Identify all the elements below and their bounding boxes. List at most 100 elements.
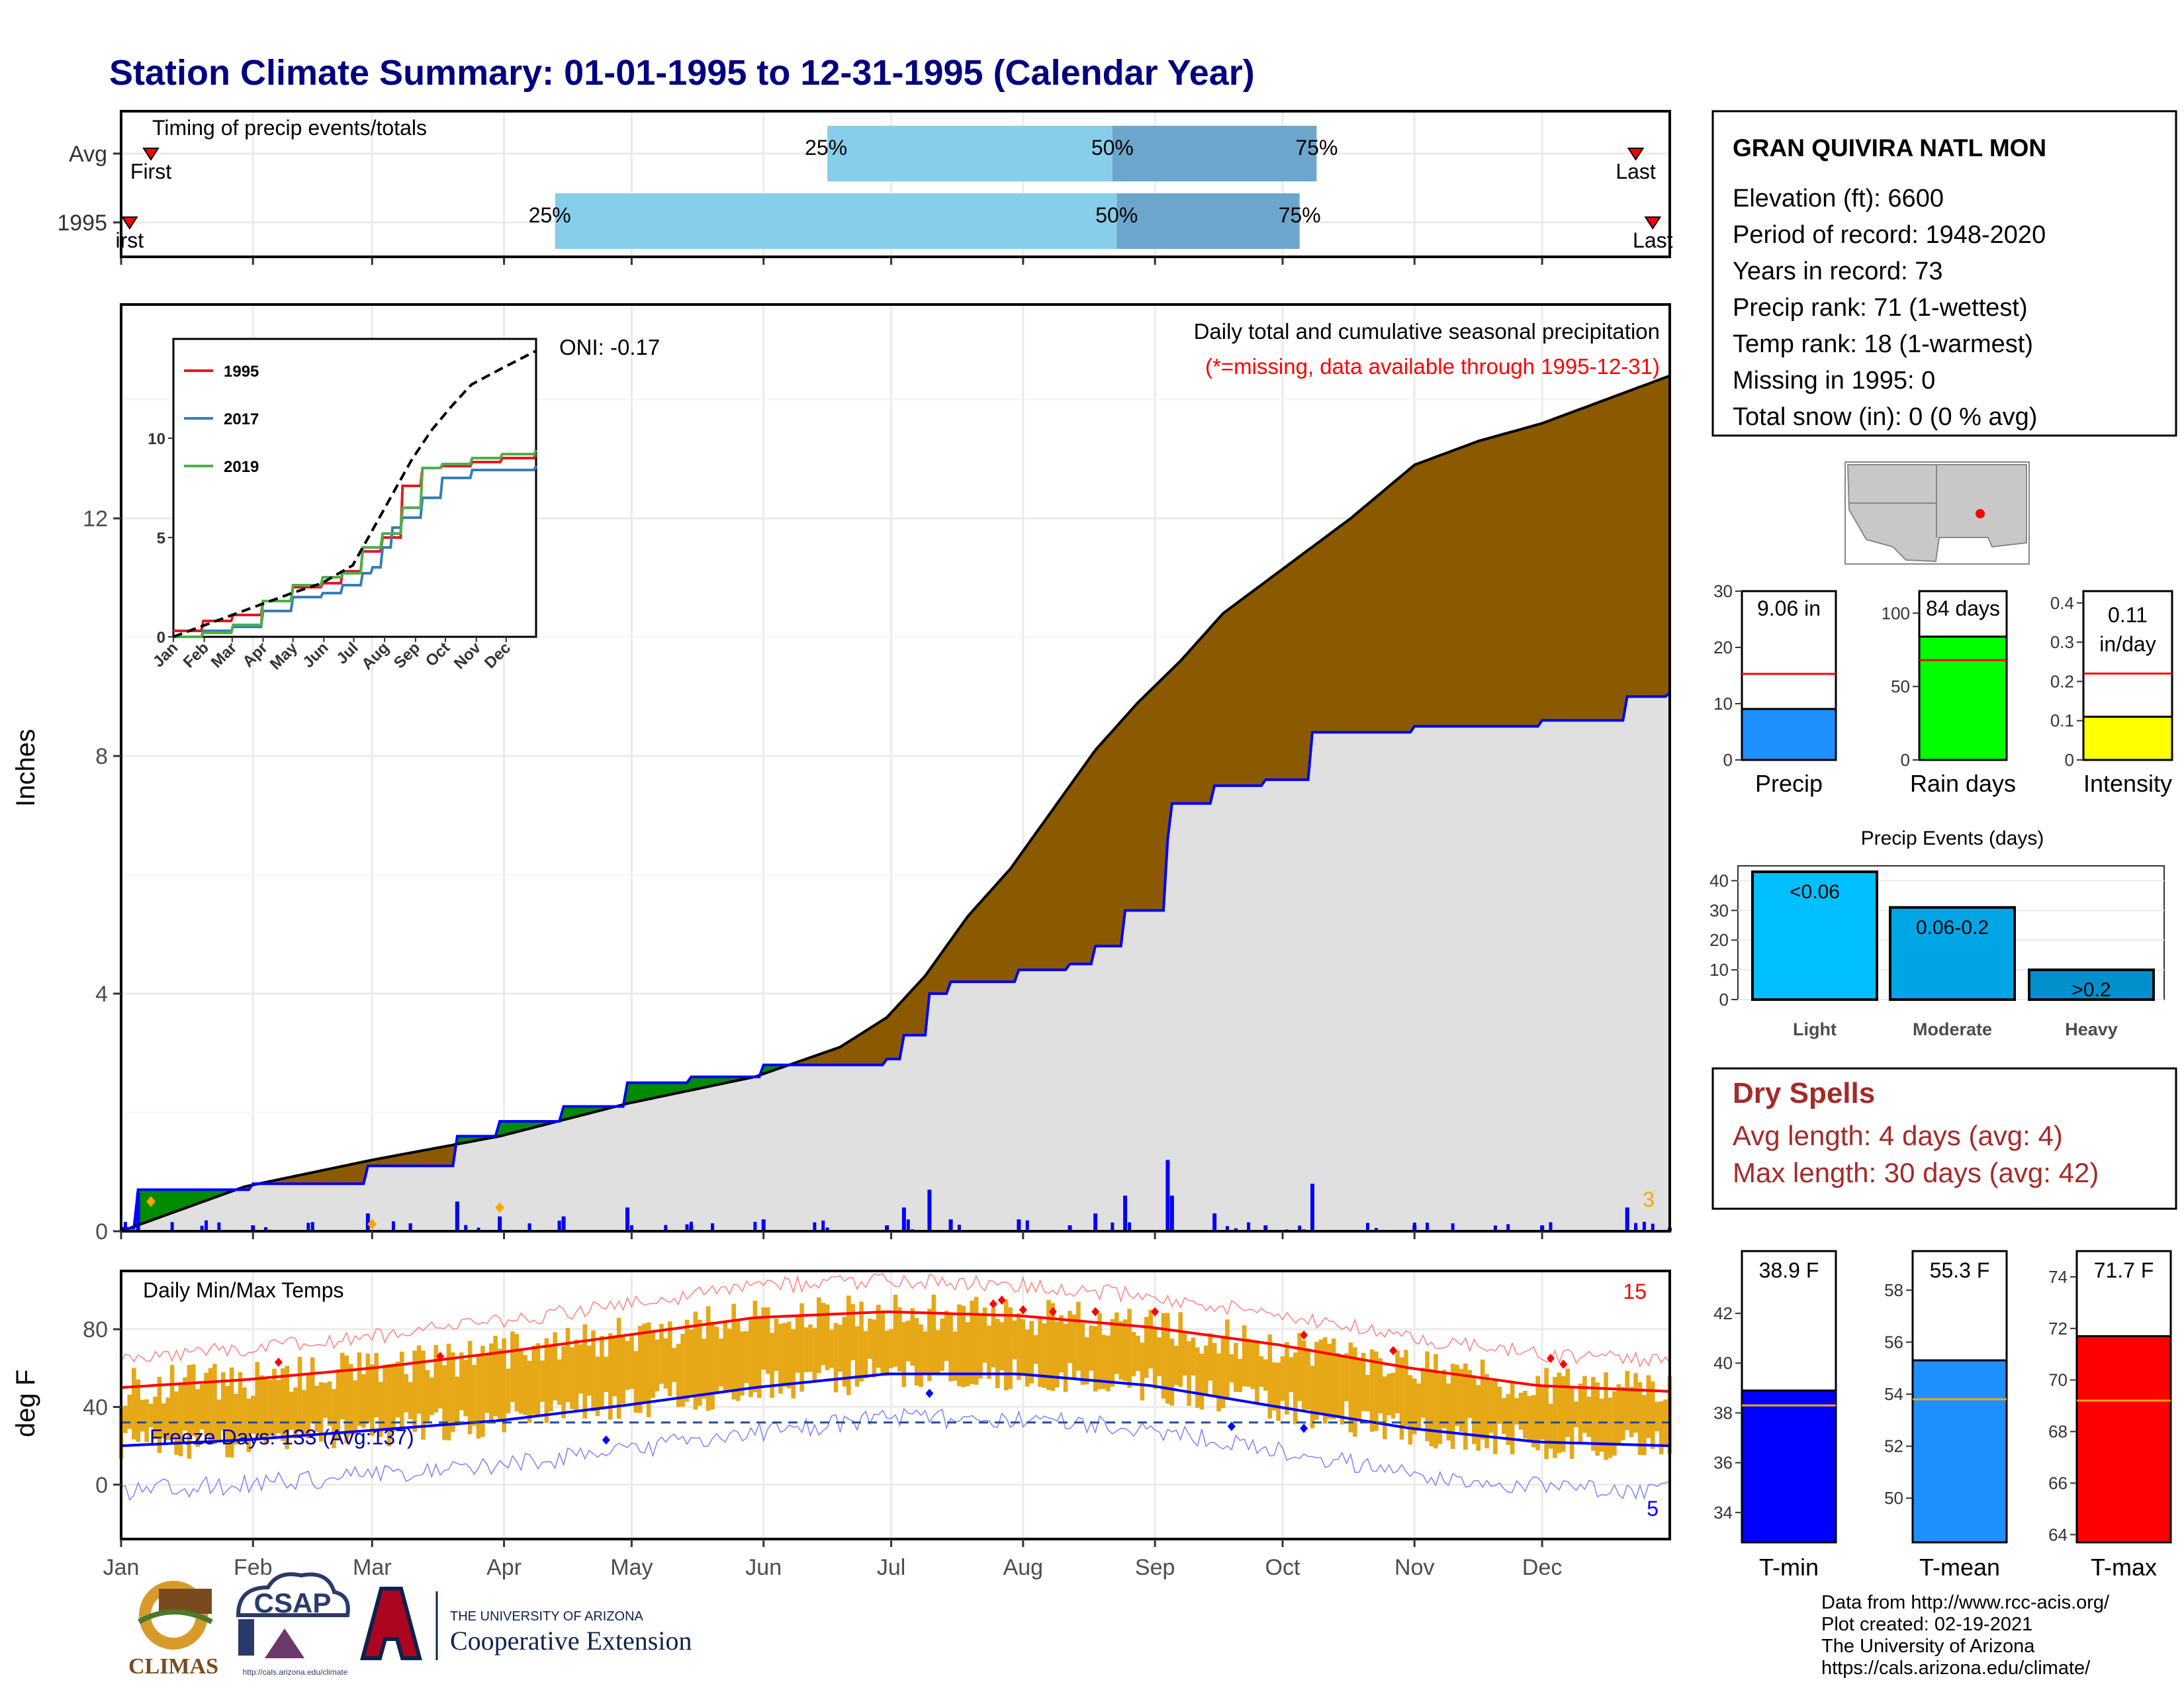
daily-temp-bar (914, 1318, 919, 1386)
overlap-area (121, 692, 1670, 1231)
y-tick-label: 40 (1713, 1353, 1733, 1373)
station-location-marker (1976, 509, 1985, 518)
daily-temp-bar (183, 1377, 187, 1431)
location-map (1844, 461, 2030, 565)
y-tick-label: 74 (2048, 1267, 2068, 1287)
daily-temp-bar (774, 1318, 779, 1372)
y-tick-label: 50 (1891, 677, 1910, 696)
daily-temp-bar (940, 1318, 945, 1371)
daily-temp-bar (1646, 1375, 1651, 1438)
temp-panel-title: Daily Min/Max Temps (143, 1278, 343, 1302)
heavy-count-label: 3 (1643, 1188, 1655, 1211)
daily-temp-bar (229, 1367, 234, 1458)
daily-temp-bar (987, 1325, 991, 1380)
daily-precip-bar (455, 1201, 459, 1231)
month-tick-label: Oct (1265, 1555, 1300, 1580)
daily-temp-bar (1357, 1359, 1362, 1419)
daily-temp-bar (421, 1350, 426, 1440)
daily-temp-bar (1148, 1309, 1154, 1369)
inset-series-line (173, 350, 537, 638)
daily-temp-bar (1178, 1312, 1183, 1387)
daily-temp-bar (752, 1300, 758, 1393)
daily-temp-bar (1021, 1319, 1026, 1376)
daily-precip-bar (1549, 1222, 1553, 1231)
daily-precip-bar (1225, 1226, 1229, 1231)
timing-p25-label: 25% (805, 136, 847, 160)
daily-temp-bar (1446, 1383, 1451, 1441)
university-logo: THE UNIVERSITY OF ARIZONA Cooperative Ex… (360, 1587, 692, 1660)
daily-temp-bar (1008, 1307, 1013, 1389)
timing-label: Timing of precip events/totals (152, 116, 427, 140)
daily-temp-bar (1387, 1374, 1392, 1415)
timing-bar-q50-q75 (1112, 126, 1317, 181)
daily-temp-bar (872, 1319, 877, 1378)
daily-temp-bar (633, 1351, 639, 1413)
record-high-marker (274, 1357, 283, 1367)
daily-temp-bar (1595, 1382, 1600, 1456)
daily-temp-bar (412, 1350, 417, 1432)
daily-temp-bar (225, 1385, 230, 1458)
y-tick-label: 64 (2048, 1524, 2068, 1544)
record-min-line (120, 1408, 1670, 1501)
daily-temp-bar (1523, 1390, 1527, 1439)
event-bar (1889, 906, 2016, 1002)
month-tick-label: Apr (486, 1555, 522, 1580)
precip-events-chart: Precip Events (days) 0 10 20 30 40 <0.06 Light 0… (1709, 827, 2165, 1039)
daily-temp-bar (1042, 1323, 1047, 1388)
daily-precip-bar (1123, 1223, 1127, 1231)
y-tick-label: 38 (1713, 1403, 1733, 1423)
daily-temp-bar (1450, 1364, 1455, 1449)
credit-line: The University of Arizona (1821, 1636, 2035, 1657)
daily-temp-bar (353, 1380, 357, 1434)
daily-temp-bar (365, 1353, 371, 1423)
daily-precip-bar (477, 1227, 480, 1231)
daily-temp-bar (684, 1319, 690, 1402)
inset-legend-label: 2019 (224, 458, 259, 476)
month-tick-label: Nov (1394, 1555, 1434, 1580)
daily-temp-bar (854, 1326, 860, 1387)
y-tick-label: 100 (1882, 603, 1910, 623)
record-high-marker (1300, 1330, 1308, 1340)
daily-temp-bar (1340, 1356, 1345, 1425)
inset-series-line (173, 449, 537, 638)
daily-precip-bar (1068, 1225, 1072, 1231)
daily-temp-bar (833, 1323, 839, 1393)
temp-mean-category-label: T-mean (1919, 1554, 2000, 1581)
daily-temp-bar (574, 1339, 579, 1412)
daily-temp-bar (1033, 1335, 1038, 1364)
inset-y-tick-label: 5 (157, 530, 165, 547)
daily-temp-bar (1267, 1334, 1273, 1419)
daily-temp-bar (369, 1364, 375, 1436)
event-category-label: Light (1793, 1019, 1837, 1039)
daily-temp-bar (169, 1364, 175, 1440)
daily-temp-bar (1059, 1315, 1064, 1373)
daily-precip-bar (527, 1223, 531, 1231)
daily-temp-bar (719, 1338, 723, 1387)
daily-temp-bar (621, 1336, 625, 1404)
daily-temp-bar (829, 1329, 834, 1368)
daily-temp-bar (153, 1396, 158, 1439)
daily-temp-bar (1280, 1356, 1285, 1401)
min-record-count: 5 (1647, 1497, 1659, 1521)
daily-temp-bar (255, 1362, 260, 1441)
temp-mean-category-label: T-min (1759, 1554, 1819, 1581)
daily-temp-bar (1071, 1314, 1077, 1378)
daily-temp-bar (791, 1329, 796, 1399)
daily-temp-bar (910, 1308, 915, 1366)
daily-temp-bar (336, 1369, 341, 1441)
daily-temp-bar (816, 1297, 821, 1374)
daily-precip-bar (365, 1213, 370, 1231)
record-high-marker (1389, 1346, 1398, 1356)
climas-logo: CLIMAS (128, 1581, 218, 1679)
daily-temp-bar (540, 1360, 545, 1402)
daily-temp-bar (1655, 1401, 1660, 1432)
daily-precip-bar (1540, 1225, 1545, 1231)
daily-temp-bar (1225, 1319, 1230, 1400)
daily-temp-bar (323, 1383, 328, 1419)
daily-temp-bar (259, 1375, 264, 1440)
daily-temp-bar (1068, 1311, 1072, 1363)
daily-temp-bar (672, 1348, 677, 1382)
station-line: Years in record: 73 (1733, 258, 1943, 285)
last-event-marker (1627, 148, 1645, 161)
daily-temp-bar (1616, 1384, 1621, 1446)
